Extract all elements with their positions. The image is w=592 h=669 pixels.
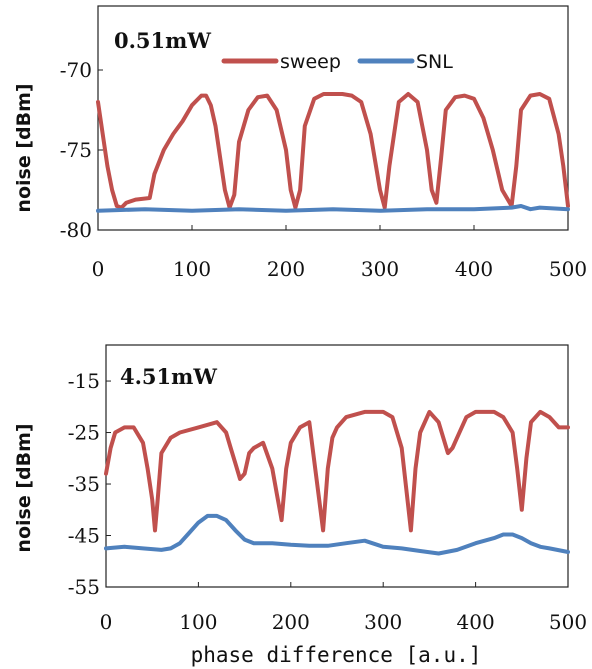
bottom-xtick-label: 500 [549,610,587,634]
top-xtick-label: 100 [173,257,211,281]
top-ytick-label: -75 [60,138,92,162]
top-plot-frame [97,5,569,231]
top-y-axis-label: noise [dBm] [13,83,35,212]
legend-sweep-label: sweep [280,51,341,73]
bottom-ytick-label: -45 [68,524,100,548]
bottom-ytick-label: -35 [68,472,100,496]
top-xtick-layer: 0 100 200 300 400 500 [92,225,587,281]
bottom-ytick-label: -25 [68,421,100,445]
bottom-xtick-label: 0 [100,610,113,634]
top-xtick-label: 0 [92,257,105,281]
top-series-snl-line [96,204,570,213]
legend-snl-label: SNL [416,51,453,73]
top-xtick-label: 400 [455,257,493,281]
bottom-xtick-label: 400 [457,610,495,634]
top-series-layer [96,92,570,213]
bottom-series-layer [104,409,570,556]
x-axis-label: phase difference [a.u.] [191,643,482,667]
top-ytick-label: -70 [60,58,92,82]
top-xtick-label: 300 [361,257,399,281]
top-ytick-label: -80 [60,218,92,242]
bottom-xtick-label: 300 [364,610,402,634]
bottom-series-sweep-line [104,409,570,533]
top-ytick-layer: -70 -75 -80 [60,58,103,242]
top-xtick-label: 500 [549,257,587,281]
bottom-xtick-label: 100 [179,610,217,634]
bottom-power-annotation: 4.51mW [120,364,217,389]
bottom-xtick-layer: 0 100 200 300 400 500 [100,582,587,634]
bottom-ytick-label: -15 [68,369,100,393]
top-power-annotation: 0.51mW [114,28,211,53]
bottom-xtick-label: 200 [272,610,310,634]
top-chart-panel: -70 -75 -80 0 100 200 300 400 500 0.51mW sweep … [13,5,587,281]
top-series-sweep-line [96,92,570,210]
bottom-series-snl-line [104,513,570,556]
bottom-chart-panel: -15-25-35-45-55 0 100 200 300 400 500 4.51mW … [13,344,587,667]
top-xtick-label: 200 [267,257,305,281]
top-legend: sweep SNL [221,51,453,73]
bottom-ytick-layer: -15 -25 -35 -45 -55 [68,369,111,599]
bottom-y-axis-label: noise [dBm] [13,423,35,552]
bottom-ytick-label: -55 [68,575,100,599]
